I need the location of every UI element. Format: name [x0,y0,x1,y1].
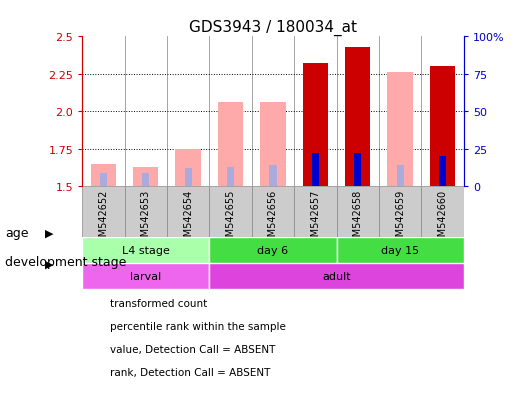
Bar [82,263,209,289]
Text: value, Detection Call = ABSENT: value, Detection Call = ABSENT [110,344,276,354]
Bar [125,187,167,238]
Text: ▶: ▶ [45,259,54,269]
Bar [396,166,404,187]
Text: transformed count: transformed count [110,299,207,309]
Bar [209,238,337,263]
Bar [345,47,370,187]
Bar [252,187,294,238]
Text: GSM542656: GSM542656 [268,189,278,248]
Bar [227,167,234,187]
Bar [91,164,116,187]
Text: GSM542659: GSM542659 [395,189,405,248]
Bar [167,187,209,238]
Bar [209,263,464,289]
Text: development stage: development stage [5,256,127,269]
Bar [82,187,125,238]
Bar [218,103,243,187]
Text: GSM542655: GSM542655 [226,189,235,248]
Bar [133,167,158,187]
Text: GSM542654: GSM542654 [183,189,193,248]
Bar [175,149,201,187]
Text: GSM542657: GSM542657 [311,189,320,248]
Text: rank, Detection Call = ABSENT: rank, Detection Call = ABSENT [110,367,271,377]
Bar [209,187,252,238]
Text: adult: adult [322,271,351,281]
Bar [379,187,421,238]
Bar [337,238,464,263]
Text: GSM542658: GSM542658 [353,189,363,248]
Bar [387,73,413,187]
Text: GSM542660: GSM542660 [438,189,447,248]
Text: percentile rank within the sample: percentile rank within the sample [110,321,286,331]
Bar [184,169,192,187]
Bar [142,173,149,187]
Title: GDS3943 / 180034_at: GDS3943 / 180034_at [189,20,357,36]
Bar [421,187,464,238]
Bar [312,154,319,187]
Bar [260,103,286,187]
Text: ▶: ▶ [45,228,54,238]
Text: GSM542652: GSM542652 [99,189,108,248]
Text: day 15: day 15 [381,246,419,256]
Text: L4 stage: L4 stage [122,246,170,256]
Bar [269,166,277,187]
Bar [337,187,379,238]
Text: larval: larval [130,271,161,281]
Text: age: age [5,227,29,240]
Bar [354,154,361,187]
Text: day 6: day 6 [258,246,288,256]
Text: GSM542653: GSM542653 [141,189,151,248]
Bar [82,238,209,263]
Bar [303,64,328,187]
Bar [430,67,455,187]
Bar [100,173,107,187]
Bar [294,187,337,238]
Bar [439,157,446,187]
